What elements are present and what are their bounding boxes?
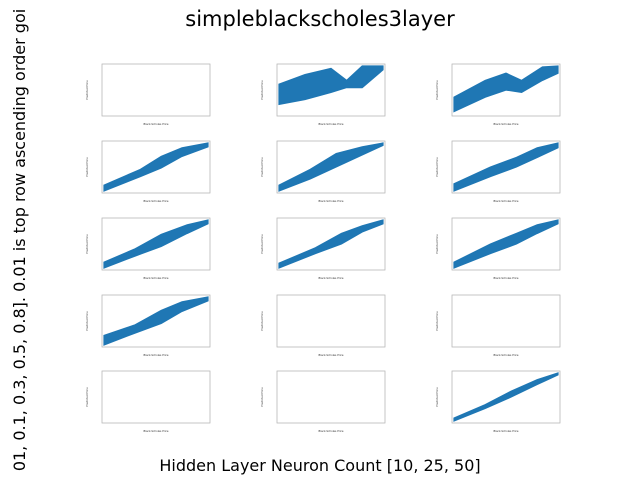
subplot-r1-c1: Black-Scholes Price Predicted Price: [260, 140, 386, 203]
subplot-frame: [101, 140, 211, 194]
subplot-frame: [276, 370, 386, 424]
subplot-frame: [451, 370, 561, 424]
subplot-r1-c2: Black-Scholes Price Predicted Price: [435, 140, 561, 203]
subplot-y-label: Predicted Price: [260, 80, 264, 100]
subplot-frame: [276, 294, 386, 348]
scatter-band: [453, 372, 559, 422]
subplot-r4-c1: Black-Scholes Price Predicted Price: [260, 370, 386, 433]
figure-x-axis-label: Hidden Layer Neuron Count [10, 25, 50]: [159, 456, 480, 475]
subplot-frame: [451, 294, 561, 348]
subplot-r0-c1: Black-Scholes Price Predicted Price: [260, 63, 386, 126]
scatter-band: [278, 219, 384, 269]
subplot-r4-c0: Black-Scholes Price Predicted Price: [85, 370, 211, 433]
subplot-y-label: Predicted Price: [85, 311, 89, 331]
subplot-x-label: Black-Scholes Price: [143, 276, 168, 280]
subplot-frame: [451, 217, 561, 271]
scatter-band: [103, 219, 209, 269]
subplot-r3-c0: Black-Scholes Price Predicted Price: [85, 294, 211, 357]
subplot-x-label: Black-Scholes Price: [143, 353, 168, 357]
scatter-band: [103, 142, 209, 192]
subplot-frame: [451, 63, 561, 117]
subplot-y-label: Predicted Price: [435, 157, 439, 177]
subplot-r2-c0: Black-Scholes Price Predicted Price: [85, 217, 211, 280]
subplot-x-label: Black-Scholes Price: [318, 353, 343, 357]
subplot-y-label: Predicted Price: [435, 311, 439, 331]
subplot-x-label: Black-Scholes Price: [143, 199, 168, 203]
subplot-x-label: Black-Scholes Price: [493, 199, 518, 203]
subplot-y-label: Predicted Price: [260, 234, 264, 254]
scatter-band: [278, 65, 384, 106]
subplot-frame: [101, 294, 211, 348]
subplot-y-label: Predicted Price: [260, 387, 264, 407]
subplot-y-label: Predicted Price: [85, 387, 89, 407]
subplot-frame: [101, 217, 211, 271]
figure-y-axis-label: 01, 0.1, 0.3, 0.5, 0.8]. 0.01 is top row…: [10, 9, 29, 471]
subplot-x-label: Black-Scholes Price: [493, 429, 518, 433]
subplot-x-label: Black-Scholes Price: [318, 276, 343, 280]
subplot-x-label: Black-Scholes Price: [143, 122, 168, 126]
subplot-x-label: Black-Scholes Price: [143, 429, 168, 433]
subplot-r1-c0: Black-Scholes Price Predicted Price: [85, 140, 211, 203]
subplot-y-label: Predicted Price: [85, 80, 89, 100]
subplot-x-label: Black-Scholes Price: [493, 122, 518, 126]
scatter-band: [453, 142, 559, 192]
subplot-r0-c0: Black-Scholes Price Predicted Price: [85, 63, 211, 126]
subplot-y-label: Predicted Price: [85, 157, 89, 177]
subplot-x-label: Black-Scholes Price: [318, 199, 343, 203]
subplot-y-label: Predicted Price: [85, 234, 89, 254]
subplot-frame: [276, 217, 386, 271]
figure-title: simpleblackscholes3layer: [185, 7, 455, 31]
subplot-r0-c2: Black-Scholes Price Predicted Price: [435, 63, 561, 126]
subplot-frame: [101, 370, 211, 424]
subplot-y-label: Predicted Price: [435, 80, 439, 100]
scatter-band: [453, 219, 559, 269]
subplot-x-label: Black-Scholes Price: [318, 122, 343, 126]
subplot-r2-c2: Black-Scholes Price Predicted Price: [435, 217, 561, 280]
subplot-r4-c2: Black-Scholes Price Predicted Price: [435, 370, 561, 433]
subplot-y-label: Predicted Price: [435, 234, 439, 254]
subplot-r2-c1: Black-Scholes Price Predicted Price: [260, 217, 386, 280]
scatter-band: [453, 65, 559, 113]
scatter-band: [103, 296, 209, 346]
subplot-r3-c1: Black-Scholes Price Predicted Price: [260, 294, 386, 357]
subplot-y-label: Predicted Price: [435, 387, 439, 407]
subplot-frame: [276, 140, 386, 194]
subplot-frame: [101, 63, 211, 117]
subplot-x-label: Black-Scholes Price: [318, 429, 343, 433]
subplot-x-label: Black-Scholes Price: [493, 276, 518, 280]
subplot-frame: [451, 140, 561, 194]
subplot-y-label: Predicted Price: [260, 157, 264, 177]
subplot-y-label: Predicted Price: [260, 311, 264, 331]
subplot-x-label: Black-Scholes Price: [493, 353, 518, 357]
subplot-r3-c2: Black-Scholes Price Predicted Price: [435, 294, 561, 357]
subplot-frame: [276, 63, 386, 117]
scatter-band: [278, 142, 384, 192]
